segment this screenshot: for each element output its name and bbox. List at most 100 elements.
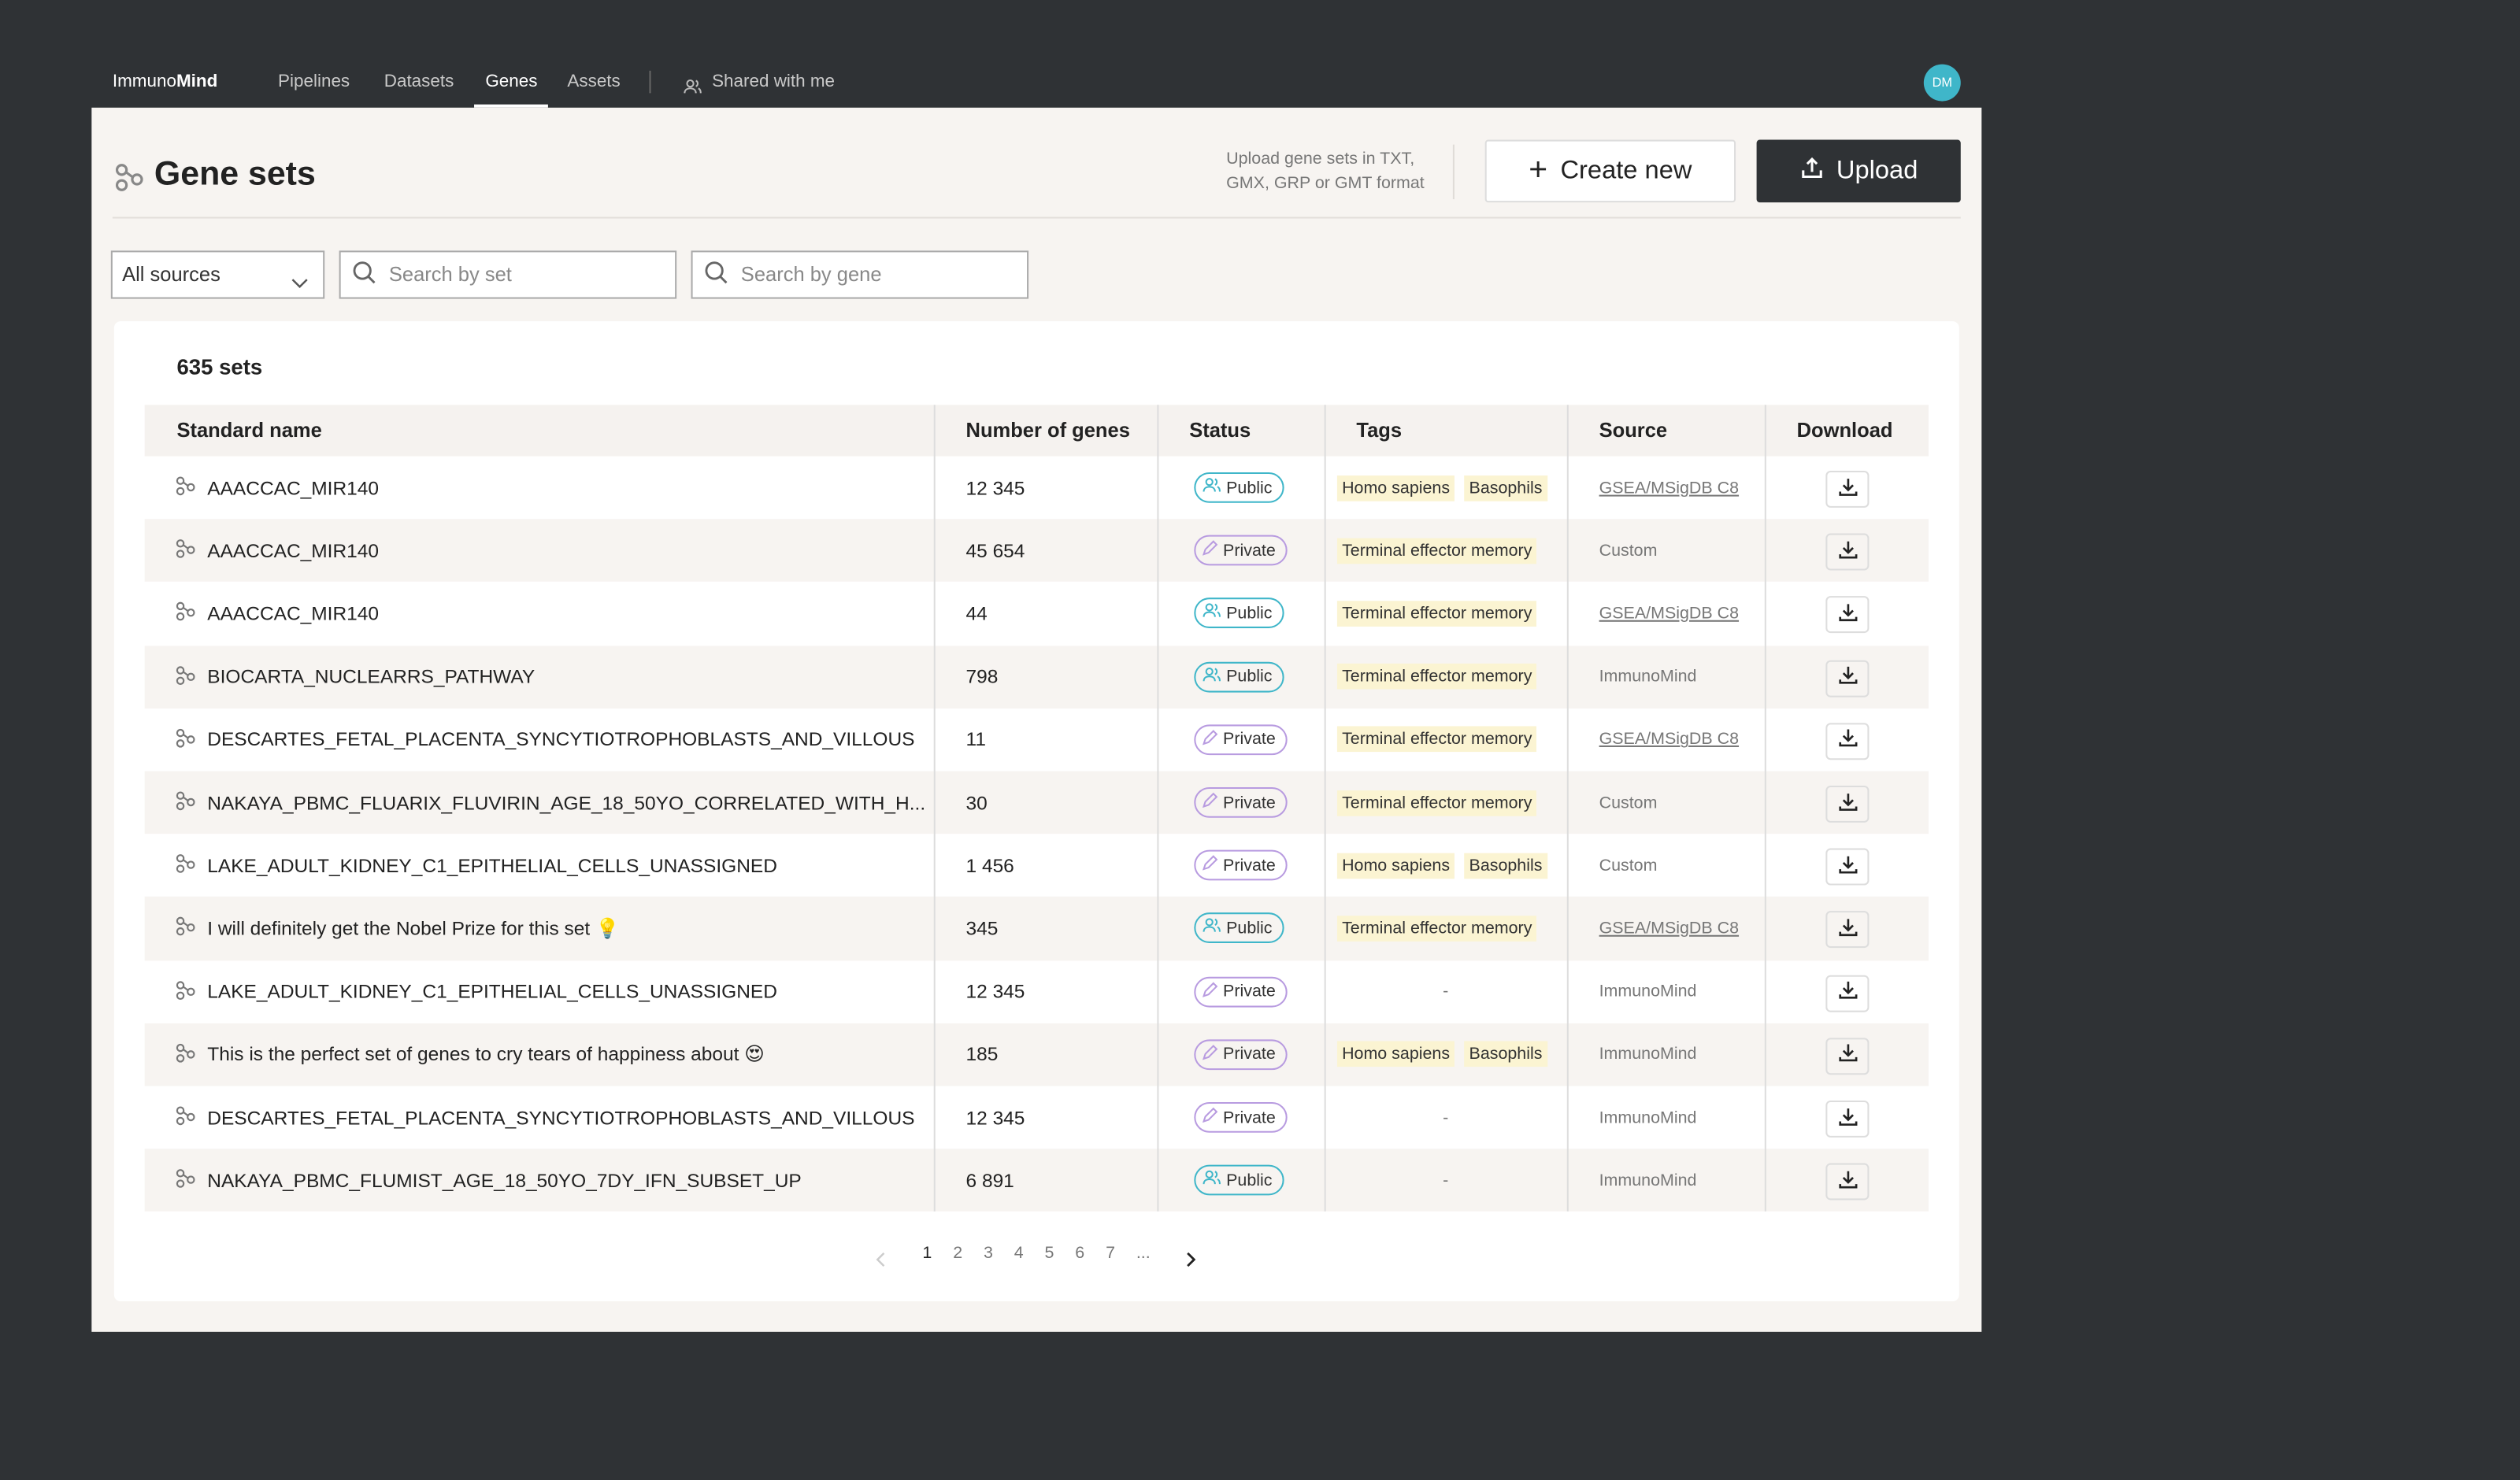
prev-page-svg: [876, 1252, 885, 1267]
status-cell: Private: [1194, 834, 1288, 897]
nav-item[interactable]: Assets: [567, 72, 621, 92]
status-label: Public: [1226, 1171, 1273, 1190]
status-badge: Private: [1194, 975, 1288, 1007]
set-name[interactable]: AAACCAC_MIR140: [207, 602, 380, 625]
source-cell: Custom: [1599, 834, 1658, 897]
set-name[interactable]: BIOCARTA_NUCLEARRS_PATHWAY: [207, 665, 536, 688]
status-cell: Private: [1194, 1023, 1288, 1086]
page-number[interactable]: 3: [983, 1243, 993, 1264]
nav-item[interactable]: Pipelines: [278, 72, 350, 92]
set-name[interactable]: NAKAYA_PBMC_FLUMIST_AGE_18_50YO_7DY_IFN_…: [207, 1169, 802, 1192]
search-input[interactable]: Search by set: [339, 250, 677, 299]
download-button[interactable]: [1825, 533, 1870, 571]
column-divider: [1566, 405, 1569, 1212]
gene-count: 345: [965, 917, 999, 940]
download-button[interactable]: [1825, 722, 1870, 760]
avatar[interactable]: DM: [1923, 64, 1961, 102]
source[interactable]: GSEA/MSigDB C8: [1599, 604, 1740, 623]
set-name[interactable]: DESCARTES_FETAL_PLACENTA_SYNCYTIOTROPHOB…: [207, 728, 915, 751]
nav-item[interactable]: Datasets: [384, 72, 454, 92]
set-name[interactable]: NAKAYA_PBMC_FLUARIX_FLUVIRIN_AGE_18_50YO…: [207, 791, 926, 814]
download-button[interactable]: [1825, 1100, 1870, 1138]
upload-button[interactable]: Upload: [1756, 139, 1961, 203]
page-number[interactable]: ...: [1136, 1243, 1151, 1264]
set-name[interactable]: AAACCAC_MIR140: [207, 476, 380, 499]
gene-icon-svg: [176, 854, 195, 874]
page-number[interactable]: 2: [953, 1243, 963, 1264]
source[interactable]: GSEA/MSigDB C8: [1599, 919, 1740, 938]
page-number[interactable]: 6: [1075, 1243, 1085, 1264]
set-name[interactable]: LAKE_ADULT_KIDNEY_C1_EPITHELIAL_CELLS_UN…: [207, 980, 777, 1003]
chevron: [291, 268, 308, 298]
gene-icon: [175, 538, 196, 568]
gene-count: 6 891: [965, 1169, 1014, 1192]
upload-hint: Upload gene sets in TXT,: [1226, 149, 1415, 169]
tags-cell: -: [1325, 1086, 1567, 1149]
search-icon: [352, 261, 376, 290]
download-icon: [1838, 790, 1857, 819]
status-icon: [1203, 477, 1221, 498]
tag: Basophils: [1464, 853, 1547, 879]
status-cell: Public: [1194, 646, 1284, 709]
status-icon-svg: [1203, 604, 1221, 618]
set-name[interactable]: AAACCAC_MIR140: [207, 539, 380, 562]
set-name[interactable]: DESCARTES_FETAL_PLACENTA_SYNCYTIOTROPHOB…: [207, 1106, 915, 1129]
download-button[interactable]: [1825, 596, 1870, 634]
source[interactable]: GSEA/MSigDB C8: [1599, 478, 1740, 498]
gene-icon-svg: [176, 539, 195, 559]
shared-icon: [683, 74, 702, 103]
download-button[interactable]: [1825, 911, 1870, 949]
status-cell: Private: [1194, 520, 1288, 583]
page-number[interactable]: 4: [1014, 1243, 1024, 1264]
gene-icon: [175, 727, 196, 757]
download-button[interactable]: [1825, 785, 1870, 823]
download-icon: [1838, 916, 1857, 945]
gene-icon: [175, 1105, 196, 1134]
nav-item[interactable]: Genes: [485, 72, 538, 92]
download-button[interactable]: [1825, 470, 1870, 508]
gene-icon-svg: [176, 917, 195, 937]
download-icon-svg: [1838, 730, 1857, 747]
download-button[interactable]: [1825, 1037, 1870, 1075]
gene-icon: [175, 916, 196, 945]
download-icon-svg: [1838, 478, 1857, 495]
status-icon: [1203, 666, 1221, 687]
status-icon: [1203, 603, 1221, 624]
nav-separator: [649, 70, 651, 94]
download-button[interactable]: [1825, 848, 1870, 886]
column-divider: [1764, 405, 1766, 1212]
gene-count: 11: [965, 728, 986, 751]
set-name[interactable]: LAKE_ADULT_KIDNEY_C1_EPITHELIAL_CELLS_UN…: [207, 854, 777, 877]
page-number[interactable]: 1: [922, 1243, 932, 1264]
download-button[interactable]: [1825, 1163, 1870, 1201]
nav-shared[interactable]: Shared with me: [712, 72, 836, 92]
download-button[interactable]: [1825, 974, 1870, 1012]
status-icon-svg: [1202, 855, 1218, 871]
tag: Terminal effector memory: [1336, 916, 1537, 942]
source-cell: GSEA/MSigDB C8: [1599, 709, 1739, 771]
tag: Terminal effector memory: [1336, 790, 1537, 816]
status-icon-svg: [1203, 478, 1221, 492]
create-button[interactable]: + Create new: [1484, 139, 1736, 203]
download-icon: [1838, 1042, 1857, 1071]
status-icon: [1202, 792, 1218, 813]
status-icon: [1202, 981, 1218, 1002]
source[interactable]: GSEA/MSigDB C8: [1599, 730, 1740, 749]
status-label: Public: [1226, 604, 1273, 623]
gene-count: 30: [965, 791, 988, 814]
page-number[interactable]: 5: [1044, 1243, 1054, 1264]
tag: Terminal effector memory: [1336, 601, 1537, 627]
set-name[interactable]: I will definitely get the Nobel Prize fo…: [207, 917, 620, 940]
download-button[interactable]: [1825, 659, 1870, 697]
gene-icon: [175, 475, 196, 505]
source-select[interactable]: All sources: [110, 250, 325, 299]
create-label: Create new: [1560, 156, 1692, 184]
select-label: All sources: [122, 263, 220, 287]
gene-icon-svg: [176, 1106, 195, 1126]
search-input[interactable]: Search by gene: [691, 250, 1029, 299]
set-name[interactable]: This is the perfect set of genes to cry …: [207, 1043, 765, 1066]
page-number[interactable]: 7: [1106, 1243, 1115, 1264]
nav-underline: [474, 104, 548, 108]
status-label: Private: [1223, 856, 1276, 875]
